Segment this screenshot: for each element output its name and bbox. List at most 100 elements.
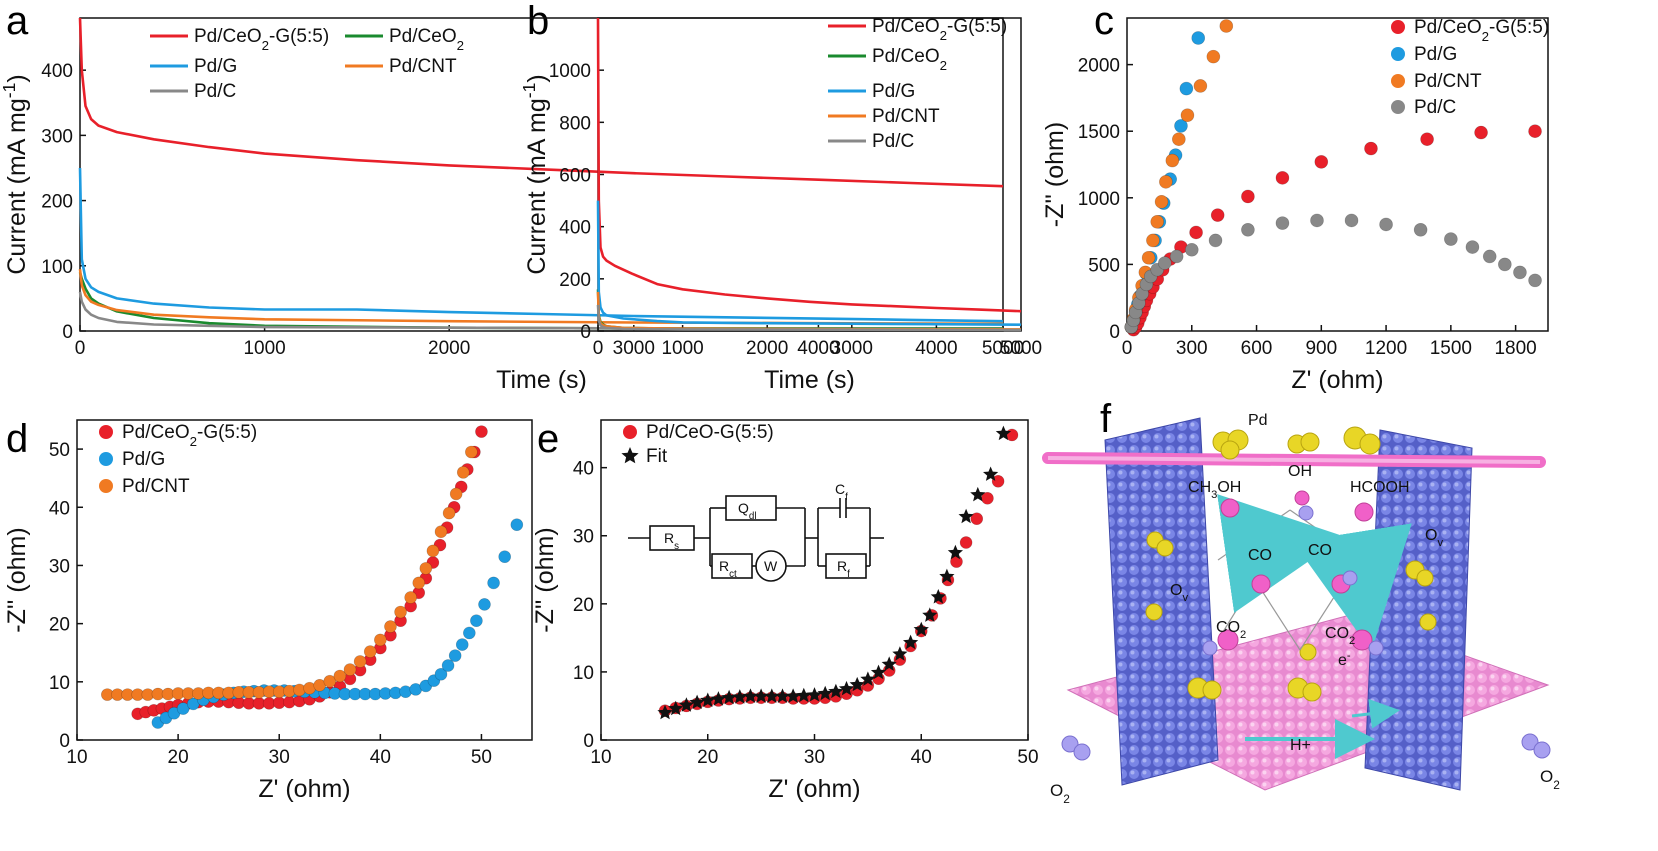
x-tick-label: 4000 [915,338,957,359]
y-tick-label: 0 [583,731,594,752]
x-tick-label: 1500 [1430,338,1472,359]
legend-label: Pd/CNT [1414,71,1482,92]
schematic-ov-right-label: Ov [1425,527,1443,549]
x-tick-label: 30 [804,747,825,768]
y-tick-label: 200 [41,192,73,213]
circuit-rct-label: Rct [719,558,737,580]
chart-c: 0 300 600 900 1200 1500 1800 0 500 1000 1500 2000 Z'… [1041,17,1549,394]
data-point [1146,233,1160,248]
x-tick-label: 600 [1241,338,1273,359]
plot-frame [76,419,533,741]
data-point [404,591,417,604]
series-pd-c [1124,213,1542,334]
data-point [753,688,769,703]
y-axis-label: -Z'' (ohm) [1041,122,1069,227]
y-tick-label: 800 [559,113,591,134]
data-point [1528,124,1542,139]
y-tick-label: 0 [580,322,591,343]
series-pd-cnt [101,445,478,701]
y-tick-label: 100 [41,257,73,278]
x-tick-label: 3000 [613,338,655,359]
schematic-electron-label: e- [1338,650,1351,669]
data-point [448,649,462,662]
y-tick-label: 600 [559,166,591,187]
data-point [1474,125,1488,140]
legend-label: Pd/CeO2 [872,46,947,73]
data-point [1241,222,1255,237]
legend-swatch [1391,20,1405,34]
data-point [860,671,876,686]
circuit-rs-label: Rs [664,530,679,552]
data-point [1420,132,1434,147]
data-point [1528,273,1542,288]
y-tick-label: 2000 [1078,56,1120,77]
data-point [970,486,986,502]
data-point [838,680,855,696]
data-point [1174,119,1188,133]
x-tick-label: 2000 [746,338,788,359]
data-point [1180,108,1195,123]
data-point [363,645,377,658]
schematic-co2-right-label: CO2 [1325,625,1355,647]
x-tick-label: 20 [168,747,189,768]
x-tick-label: 5000 [1000,338,1042,359]
equivalent-circuit [628,495,884,582]
data-point [463,626,476,640]
x-tick-label: 10 [66,747,87,768]
data-point [849,676,865,692]
plot-frame [1126,17,1549,332]
schematic-co2-left-label: CO2 [1216,619,1246,641]
data-point [1444,232,1458,246]
y-axis-label: Current (mA mg-1) [0,74,31,274]
data-point [1241,189,1255,204]
data-point [1191,31,1206,45]
data-point [1154,195,1169,209]
data-point [892,646,908,661]
catalyst-illustration-icon: Pd CH3OH OH HCOOH CO CO Ov Ov CO2 CO2 e-… [1042,412,1560,806]
schematic-hcooh-label: HCOOH [1350,479,1410,496]
data-point [796,687,812,703]
data-point [732,689,748,704]
data-point [995,425,1012,441]
data-point [959,536,973,549]
data-point [710,691,726,706]
data-point [913,621,929,637]
x-tick-label: 1000 [243,338,285,359]
legend-label: Pd/G [122,449,165,470]
x-tick-label: 1800 [1494,338,1536,359]
legend-label: Pd/CeO2-G(5:5) [1414,17,1549,44]
data-point [930,589,946,604]
data-point [828,683,844,699]
y-axis-label: Current (mA mg-1) [519,74,551,274]
series-line [596,304,1022,332]
data-point [1159,175,1173,189]
data-point [353,655,367,668]
x-tick-label: 4000 [797,338,839,359]
data-point [657,704,673,720]
y-tick-label: 500 [1088,255,1120,276]
legend-label: Pd/CeO2-G(5:5) [122,422,257,449]
x-tick-label: 0 [1122,338,1133,359]
legend-swatch [623,425,637,439]
y-tick-label: 0 [1109,322,1120,343]
legend-swatch [99,425,113,439]
data-point [742,688,759,703]
schematic-o2-right-label: O2 [1540,767,1560,792]
y-tick-label: 400 [559,218,591,239]
x-tick-label: 1000 [661,338,703,359]
series-fit [657,425,1012,720]
series-line [596,17,1022,313]
data-point [939,568,955,584]
series-pd-ceo2-g-5-5- [78,17,1004,188]
data-point [764,688,780,703]
data-point [1310,213,1324,228]
y-axis-label: -Z'' (ohm) [3,527,31,632]
schematic-ch3oh-label: CH3OH [1188,479,1241,501]
x-tick-label: 0 [593,338,604,359]
legend-swatch [1391,100,1405,114]
data-point [1482,249,1497,264]
data-point [1513,265,1527,280]
data-point [1179,81,1194,96]
series-line [78,17,1004,188]
data-point [323,674,337,688]
